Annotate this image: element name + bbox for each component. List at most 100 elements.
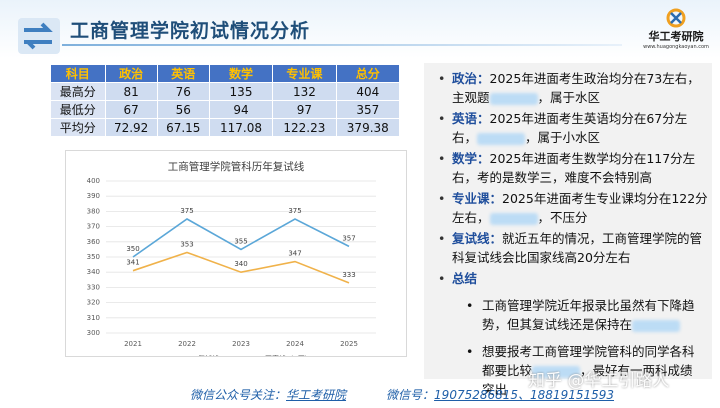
x-tick-label: 2021 [124, 340, 142, 348]
x-tick-label: 2024 [286, 340, 304, 348]
chart: 工商管理学院管科历年复试线 300 310 320 330 340 350 360 370 38… [87, 160, 376, 363]
score-table: 科目 政治 英语 数学 专业课 总分 最高分 81 76 135 132 404 最低分 67 56 94 97… [50, 64, 401, 137]
y-tick-label: 380 [87, 207, 100, 215]
summary-text: 想要报考工商管理学院管科的同学各科都要比较 [482, 344, 695, 378]
note-text: ，属于小水区 [525, 130, 601, 145]
y-tick-label: 360 [87, 238, 100, 246]
table-cell: 67 [104, 100, 158, 119]
note-label: 数学： [452, 151, 490, 166]
table-cell: 最低分 [50, 100, 106, 119]
data-label: 357 [342, 234, 355, 242]
summary-text: ，最好有一两科成绩突出 [482, 363, 693, 397]
table-cell: 76 [156, 82, 210, 101]
table-cell: 97 [272, 100, 337, 119]
y-tick-label: 300 [87, 329, 100, 337]
table-cell: 81 [104, 82, 158, 101]
legend-label: 国家线（A区） [265, 354, 312, 356]
table-cell: 56 [156, 100, 210, 119]
data-label: 350 [126, 245, 139, 253]
logo-url: www.huagongkaoyan.com [643, 44, 709, 50]
header-cell: 总分 [335, 64, 401, 83]
note-text: ，属于水区 [537, 90, 601, 105]
header-cell: 科目 [50, 64, 106, 83]
table-cell: 94 [208, 100, 274, 119]
summary-text: 工商管理学院近年报录比虽然有下降趋势，但其复试线还是保持在 [482, 298, 695, 332]
y-tick-label: 310 [87, 314, 100, 322]
table-cell: 平均分 [50, 118, 106, 137]
spacer [424, 63, 712, 67]
table-cell: 117.08 [208, 118, 274, 137]
header-cell: 政治 [104, 64, 158, 83]
y-tick-label: 320 [87, 299, 100, 307]
table-cell: 122.23 [272, 118, 337, 137]
note-item: 政治：2025年进面考生政治均分在73左右，主观题，属于水区 [424, 69, 712, 107]
data-label: 375 [180, 207, 193, 215]
footer-label: 微信公众号关注： [190, 388, 287, 402]
y-tick-label: 340 [87, 268, 100, 276]
header-cell: 专业课 [272, 64, 337, 83]
table-cell: 72.92 [104, 118, 158, 137]
slide-title: 工商管理学院初试情况分析 [70, 20, 311, 42]
note-label: 复试线： [452, 231, 503, 246]
table-row: 最高分 81 76 135 132 404 [50, 82, 401, 101]
table-cell: 357 [335, 100, 401, 119]
table-header-row: 科目 政治 英语 数学 专业课 总分 [50, 64, 401, 83]
note-item: 英语：2025年进面考生英语均分在67分左右，，属于小水区 [424, 109, 712, 147]
footer-ids: 19075286815、18819151593 [434, 388, 615, 402]
x-tick-label: 2022 [178, 340, 196, 348]
note-text: 2025年进面考生数学均分在117分左右，考的是数学三，难度不会特别高 [452, 151, 696, 185]
note-text: ，不压分 [537, 210, 588, 225]
data-label: 353 [180, 240, 193, 248]
y-tick-label: 330 [87, 283, 100, 291]
note-text: 2025年进面考生专业课均分在122分左右， [452, 191, 708, 225]
data-label: 375 [288, 207, 301, 215]
header-rule [62, 44, 622, 46]
footer-wechat: 华工考研院 [286, 388, 347, 402]
redacted-mark [489, 92, 538, 105]
notes-panel: 政治：2025年进面考生政治均分在73左右，主观题，属于水区英语：2025年进面… [424, 63, 712, 397]
table-cell: 67.15 [156, 118, 210, 137]
series-line [132, 218, 350, 258]
x-tick-label: 2025 [340, 340, 358, 348]
redacted-mark [632, 319, 681, 332]
note-label: 政治： [452, 71, 490, 86]
logo: 华工考研院 www.huagongkaoyan.com [640, 8, 712, 50]
header-cell: 英语 [156, 64, 210, 83]
note-text: 就近五年的情况，工商管理学院的管科复试线会比国家线高20分左右 [452, 231, 703, 265]
data-label: 355 [234, 237, 247, 245]
table-cell: 404 [335, 82, 401, 101]
summary-item: 想要报考工商管理学院管科的同学各科都要比较，最好有一两科成绩突出 [424, 342, 712, 399]
table-cell: 135 [208, 82, 274, 101]
note-text: 2025年进面考生政治均分在73左右，主观题 [452, 71, 700, 105]
redacted-mark [532, 365, 581, 378]
chart-title: 工商管理学院管科历年复试线 [168, 160, 305, 173]
table-row: 平均分 72.92 67.15 117.08 122.23 379.38 [50, 118, 401, 137]
footer-label: 微信号： [386, 388, 435, 402]
note-item: 数学：2025年进面考生数学均分在117分左右，考的是数学三，难度不会特别高 [424, 149, 712, 187]
data-label: 347 [288, 250, 301, 258]
y-tick-label: 350 [87, 253, 100, 261]
note-item: 总结 [424, 269, 712, 288]
note-label: 英语： [452, 111, 490, 126]
table-cell: 379.38 [335, 118, 401, 137]
y-tick-label: 400 [87, 177, 100, 185]
y-tick-label: 390 [87, 192, 100, 200]
legend-label: 复试线 [198, 354, 219, 356]
table-row: 最低分 67 56 94 97 357 [50, 100, 401, 119]
data-label: 341 [126, 259, 139, 267]
table-cell: 最高分 [50, 82, 106, 101]
footer: 微信公众号关注：华工考研院 微信号：19075286815、18819151593 [190, 386, 654, 403]
summary-label: 总结 [452, 271, 478, 286]
summary-item: 工商管理学院近年报录比虽然有下降趋势，但其复试线还是保持在 [424, 296, 712, 334]
logo-icon [666, 8, 686, 28]
note-label: 专业课： [452, 191, 503, 206]
data-label: 333 [342, 271, 355, 279]
table-cell: 132 [272, 82, 337, 101]
logo-name: 华工考研院 [648, 30, 704, 43]
series-line [132, 251, 350, 284]
header-cell: 数学 [208, 64, 274, 83]
redacted-mark [477, 132, 526, 145]
chart-frame: 工商管理学院管科历年复试线 300 310 320 330 340 350 360 370 38… [65, 150, 407, 363]
note-text: 2025年进面考生英语均分在67分左右， [452, 111, 688, 145]
